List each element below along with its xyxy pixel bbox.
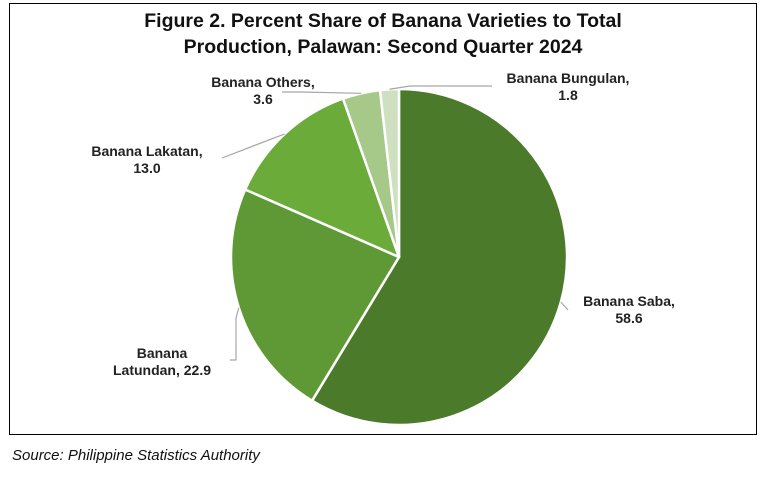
slice-label-others: Banana Others, 3.6 [188,74,338,108]
slice-label-bungulan: Banana Bungulan, 1.8 [488,70,648,104]
slice-label-latundan: Banana Latundan, 22.9 [92,345,232,379]
leader-lines [221,85,569,361]
leader-line-saba [560,301,569,311]
leader-line-others [282,91,362,94]
leader-line-bungulan [389,85,492,90]
slice-label-lakatan-value: 13.0 [133,160,161,176]
slice-label-lakatan-name: Banana Lakatan, [91,143,203,159]
slice-label-lakatan: Banana Lakatan, 13.0 [72,143,222,177]
slice-label-latundan-value: Latundan, 22.9 [112,362,212,378]
slice-label-others-value: 3.6 [253,91,273,107]
slice-label-others-name: Banana Others, [211,74,315,90]
slice-label-latundan-number: 22.9 [183,362,212,378]
slice-label-saba-value: 58.6 [615,310,643,326]
pie-slice-lakatan [243,97,401,259]
slice-label-bungulan-value: 1.8 [558,87,578,103]
leader-line-latundan [230,307,240,361]
pie-slice-bungulan [378,87,401,259]
slice-label-saba: Banana Saba, 58.6 [574,293,684,327]
slice-label-latundan-name: Banana [136,345,188,361]
pie-slice-latundan [229,188,401,402]
slice-label-saba-name: Banana Saba, [583,293,675,309]
pie-slices [229,87,569,427]
chart-title: Figure 2. Percent Share of Banana Variet… [9,8,757,60]
leader-line-lakatan [221,133,285,159]
slice-label-bungulan-name: Banana Bungulan, [506,70,630,86]
chart-title-line-2: Production, Palawan: Second Quarter 2024 [183,36,583,58]
source-note: Source: Philippine Statistics Authority [12,447,260,464]
chart-title-line-1: Figure 2. Percent Share of Banana Variet… [144,10,622,32]
